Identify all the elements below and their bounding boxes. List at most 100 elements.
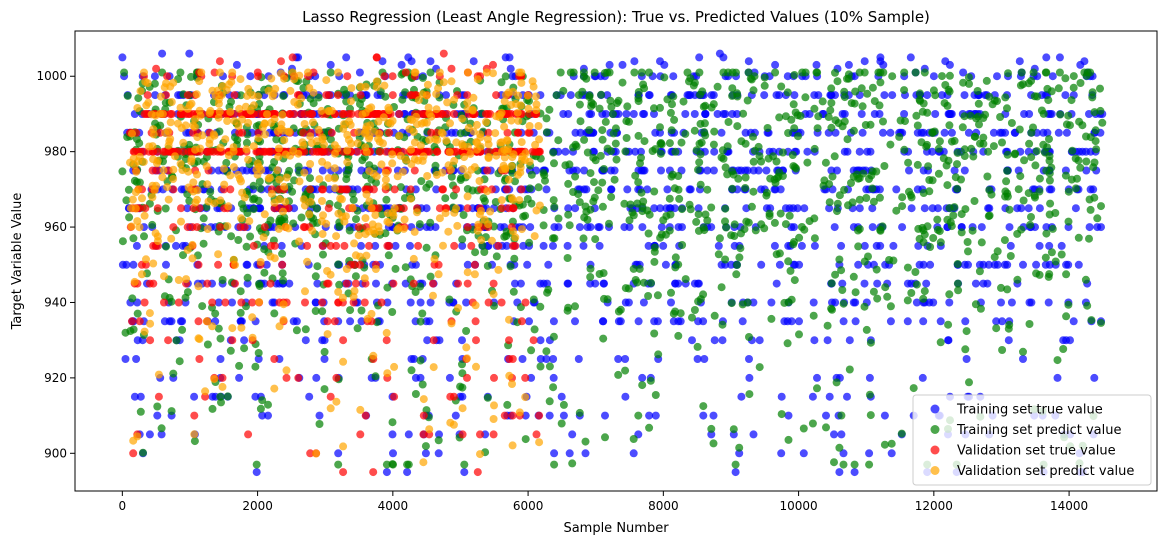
data-point bbox=[409, 127, 418, 136]
data-point bbox=[261, 147, 270, 156]
data-point bbox=[439, 241, 447, 250]
data-point bbox=[824, 113, 833, 121]
data-point bbox=[945, 298, 954, 307]
data-point bbox=[263, 110, 271, 119]
data-point bbox=[229, 163, 238, 172]
data-point bbox=[564, 204, 573, 213]
data-point bbox=[866, 147, 875, 156]
data-point bbox=[794, 132, 802, 141]
data-point bbox=[681, 129, 690, 138]
data-point bbox=[313, 262, 322, 271]
data-point bbox=[236, 317, 245, 326]
data-point bbox=[645, 68, 653, 77]
data-point bbox=[827, 304, 836, 313]
data-point bbox=[473, 226, 482, 235]
data-point bbox=[686, 74, 695, 83]
data-point bbox=[517, 68, 526, 77]
data-point bbox=[564, 110, 573, 118]
data-point bbox=[261, 130, 270, 139]
data-point bbox=[514, 128, 523, 137]
data-point bbox=[707, 424, 716, 433]
data-point bbox=[527, 199, 536, 208]
data-point bbox=[1006, 241, 1015, 250]
data-point bbox=[517, 185, 526, 194]
data-point bbox=[1051, 257, 1060, 266]
data-point bbox=[381, 175, 390, 184]
data-point bbox=[812, 68, 821, 77]
data-point bbox=[435, 68, 444, 77]
data-point bbox=[256, 404, 265, 413]
data-point bbox=[434, 84, 443, 93]
data-point bbox=[1069, 83, 1078, 92]
data-point bbox=[629, 435, 638, 443]
data-point bbox=[764, 154, 773, 163]
data-point bbox=[770, 218, 779, 227]
data-point bbox=[153, 402, 162, 411]
data-point bbox=[970, 132, 979, 141]
data-point bbox=[195, 204, 204, 213]
data-point bbox=[637, 147, 645, 156]
data-point bbox=[357, 306, 366, 315]
data-point bbox=[1025, 320, 1034, 328]
data-point bbox=[904, 158, 913, 167]
data-point bbox=[277, 69, 285, 78]
data-point bbox=[320, 355, 329, 363]
data-point bbox=[178, 317, 187, 326]
data-point bbox=[224, 151, 233, 160]
data-point bbox=[279, 316, 288, 324]
data-point bbox=[637, 188, 646, 197]
data-point bbox=[136, 392, 145, 401]
data-point bbox=[1090, 108, 1099, 117]
data-point bbox=[231, 279, 239, 288]
data-point bbox=[621, 147, 630, 156]
data-point bbox=[838, 279, 847, 288]
data-point bbox=[1086, 205, 1095, 214]
data-point bbox=[280, 136, 289, 144]
data-point bbox=[414, 241, 423, 250]
data-point bbox=[692, 217, 701, 226]
data-point bbox=[356, 252, 365, 261]
data-point bbox=[429, 279, 437, 288]
data-point bbox=[1086, 68, 1095, 77]
data-point bbox=[446, 119, 454, 128]
data-point bbox=[575, 223, 584, 232]
data-point bbox=[267, 147, 276, 156]
data-point bbox=[919, 294, 928, 303]
data-point bbox=[274, 144, 283, 153]
data-point bbox=[254, 349, 263, 357]
data-point bbox=[167, 297, 176, 306]
data-point bbox=[275, 175, 284, 184]
data-point bbox=[651, 145, 660, 154]
data-point bbox=[855, 68, 864, 77]
data-point bbox=[505, 371, 514, 380]
data-point bbox=[409, 279, 418, 288]
data-point bbox=[126, 204, 135, 213]
x-tick-label: 2000 bbox=[242, 499, 273, 513]
data-point bbox=[463, 142, 472, 151]
data-point bbox=[439, 49, 448, 58]
data-point bbox=[135, 139, 144, 148]
data-point bbox=[727, 299, 736, 308]
data-point bbox=[326, 60, 335, 69]
data-point bbox=[342, 53, 351, 62]
data-point bbox=[362, 190, 371, 199]
data-point bbox=[919, 128, 928, 137]
data-point bbox=[1053, 373, 1062, 382]
data-point bbox=[1045, 169, 1054, 178]
data-point bbox=[369, 468, 378, 477]
data-point bbox=[644, 292, 653, 300]
data-point bbox=[205, 139, 214, 148]
data-point bbox=[134, 185, 143, 194]
data-point bbox=[721, 163, 730, 172]
data-point bbox=[248, 333, 257, 342]
data-point bbox=[361, 214, 370, 223]
data-point bbox=[502, 90, 510, 99]
data-point bbox=[118, 53, 127, 62]
data-point bbox=[236, 75, 245, 84]
data-point bbox=[463, 373, 471, 382]
data-point bbox=[516, 279, 525, 288]
data-point bbox=[248, 313, 257, 322]
data-point bbox=[557, 419, 566, 428]
data-point bbox=[255, 204, 264, 213]
